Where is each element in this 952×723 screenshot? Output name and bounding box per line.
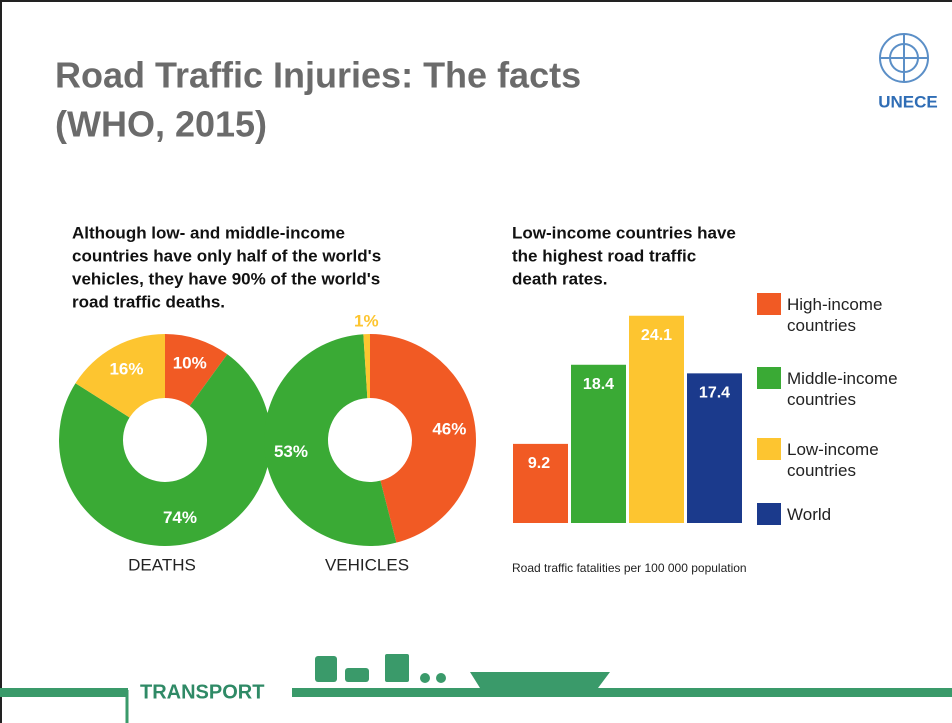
heading-line: Although low- and middle-income <box>72 223 345 242</box>
bar <box>629 315 684 523</box>
footer-band <box>292 688 952 697</box>
bar <box>513 443 568 523</box>
bar-value-label: 9.2 <box>528 455 550 472</box>
legend-label: High-income countries <box>787 295 883 335</box>
legend-label: World <box>787 505 832 524</box>
title-line: (WHO, 2015) <box>55 104 267 145</box>
bar-value-label: 18.4 <box>583 376 614 393</box>
donut-segment <box>363 334 370 399</box>
bar-value-label: 17.4 <box>699 385 730 402</box>
value-label: 1% <box>354 312 379 331</box>
donut-segment <box>165 334 228 407</box>
transport-icons <box>315 654 610 688</box>
footer-band <box>0 688 128 697</box>
footnote: Road traffic fatalities per 100 000 popu… <box>512 561 747 575</box>
legend-swatch <box>757 503 781 525</box>
footer: TRANSPORT <box>0 654 952 723</box>
bar-title-line: death rates. <box>512 269 607 288</box>
donut-label: DEATHS <box>128 555 196 574</box>
logo-emblem <box>879 33 929 83</box>
legend-label: Low-income countries <box>787 440 879 480</box>
donut-segment <box>370 334 476 543</box>
bar <box>687 373 742 523</box>
bar-title-line: Low-income countries have <box>512 223 736 242</box>
donut-segment <box>75 334 165 418</box>
donut-label: VEHICLES <box>325 555 409 574</box>
value-label: 16% <box>109 359 143 378</box>
heading-line: road traffic deaths. <box>72 292 225 311</box>
donut-segment <box>59 354 271 546</box>
heading-line: vehicles, they have 90% of the world's <box>72 269 380 288</box>
legend-swatch <box>757 438 781 460</box>
left-heading: Although low- and middle-income countrie… <box>72 223 381 311</box>
bar <box>571 364 626 523</box>
legend-swatch <box>757 367 781 389</box>
value-label: 53% <box>274 442 308 461</box>
logo-text: UNECE <box>878 92 938 111</box>
value-label: 46% <box>432 419 466 438</box>
donut-segment <box>263 334 397 547</box>
legend-swatch <box>757 293 781 315</box>
footer-text: TRANSPORT <box>140 681 264 703</box>
legend-label: Middle-income countries <box>787 369 898 409</box>
heading-line: countries have only half of the world's <box>72 246 381 265</box>
bar-value-label: 24.1 <box>641 327 672 344</box>
value-label: 10% <box>173 353 207 372</box>
title-line: Road Traffic Injuries: The facts <box>55 55 581 96</box>
value-label: 74% <box>163 508 197 527</box>
bar-title-line: the highest road traffic <box>512 246 696 265</box>
